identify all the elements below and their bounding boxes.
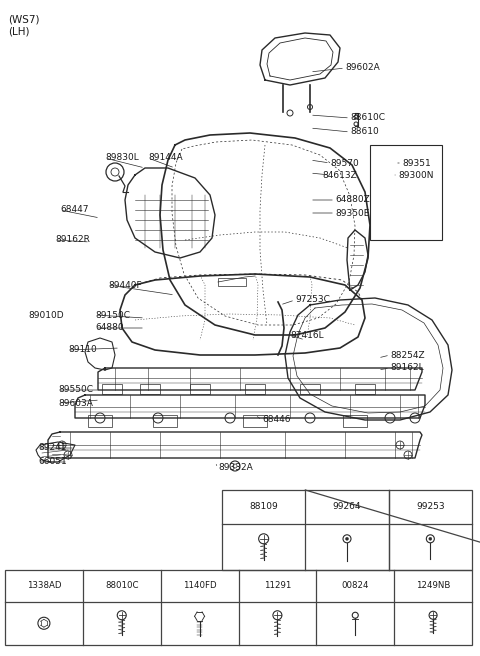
Bar [190, 384, 210, 394]
Circle shape [346, 537, 348, 541]
Text: 88010C: 88010C [105, 581, 139, 590]
Text: (WS7): (WS7) [8, 14, 39, 24]
Bar [243, 415, 267, 427]
Text: 89162L: 89162L [390, 363, 424, 373]
Text: 89241: 89241 [38, 443, 67, 453]
Bar [140, 384, 160, 394]
Text: 99253: 99253 [416, 502, 444, 511]
Text: 99264: 99264 [333, 502, 361, 511]
Bar [218, 278, 246, 286]
Text: 89550C: 89550C [58, 386, 93, 394]
Text: 97253C: 97253C [295, 295, 330, 304]
Text: 66051: 66051 [38, 457, 67, 466]
Text: 89351: 89351 [402, 159, 431, 167]
Text: 89570: 89570 [330, 159, 359, 167]
Text: 68447: 68447 [60, 205, 88, 215]
Text: 64880Z: 64880Z [335, 195, 370, 205]
Text: 88109: 88109 [249, 502, 278, 511]
Bar [343, 415, 367, 427]
Bar [355, 384, 375, 394]
Text: 88610: 88610 [350, 127, 379, 136]
Text: 89010D: 89010D [28, 310, 64, 319]
Text: 87416L: 87416L [290, 331, 324, 340]
Bar [88, 415, 112, 427]
Text: 88610C: 88610C [350, 113, 385, 123]
Text: 89150C: 89150C [95, 310, 130, 319]
Text: 89332A: 89332A [218, 464, 253, 472]
Text: 89300N: 89300N [398, 171, 433, 180]
Circle shape [429, 537, 432, 541]
Text: 68446: 68446 [262, 415, 290, 424]
Text: 89603A: 89603A [58, 398, 93, 407]
Bar [222, 490, 472, 570]
Bar [5, 570, 472, 645]
Text: 00824: 00824 [341, 581, 369, 590]
Text: 1140FD: 1140FD [183, 581, 216, 590]
Bar [153, 415, 177, 427]
Text: (LH): (LH) [8, 26, 29, 36]
Bar [245, 384, 265, 394]
Bar [370, 145, 442, 240]
Text: 1249NB: 1249NB [416, 581, 450, 590]
Text: 89350E: 89350E [335, 209, 370, 218]
Text: 11291: 11291 [264, 581, 291, 590]
Bar [102, 384, 122, 394]
Text: 89440F: 89440F [108, 281, 142, 289]
Text: 89162R: 89162R [55, 236, 90, 245]
Text: 89830L: 89830L [105, 154, 139, 163]
Text: 89602A: 89602A [345, 64, 380, 73]
Text: 1338AD: 1338AD [27, 581, 61, 590]
Text: 89110: 89110 [68, 346, 97, 354]
Text: 84613Z: 84613Z [322, 171, 357, 180]
Text: 89144A: 89144A [148, 154, 182, 163]
Text: 88254Z: 88254Z [390, 350, 425, 359]
Text: 64880: 64880 [95, 323, 124, 333]
Bar [300, 384, 320, 394]
